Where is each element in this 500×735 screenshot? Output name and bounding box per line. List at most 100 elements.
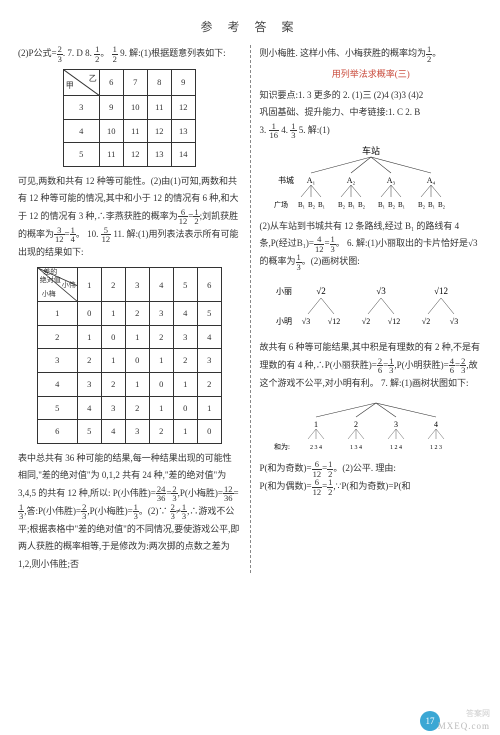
cell: 2 [125, 302, 149, 326]
cell: 1 [125, 373, 149, 397]
cell: 5 [197, 302, 221, 326]
right-para-1: 则小梅胜. 这样小伟、小梅获胜的概率均为12。 [260, 45, 483, 63]
tree-diagram-3: 1234 和为: 2 3 41 3 41 2 41 2 3 [266, 397, 476, 455]
cell: 7 [123, 70, 147, 96]
txt: ,P(小梅胜)= [87, 506, 132, 516]
cell: 12 [147, 119, 171, 143]
svg-text:B₂: B₂ [338, 201, 346, 209]
right-para-4: 3. 116 4. 13 5. 解:(1) [260, 122, 483, 140]
cell: 9 [99, 96, 123, 120]
cell: 3 [125, 420, 149, 444]
cell: 1 [149, 349, 173, 373]
cell: 13 [147, 143, 171, 167]
svg-text:B₁: B₁ [298, 201, 305, 209]
svg-text:A₂: A₂ [346, 176, 355, 185]
cell: 11 [147, 96, 171, 120]
fraction: 312 [54, 226, 65, 244]
svg-text:书城: 书城 [278, 175, 294, 185]
txt: (2)P公式= [18, 48, 57, 58]
cell: 5 [37, 396, 77, 420]
right-para-7: P(和为奇数)=612=12。(2)公平. 理由: P(和为偶数)=612=12… [260, 460, 483, 496]
txt: 则小梅胜. 这样小伟、小梅获胜的概率均为 [260, 48, 427, 58]
cell: 6 [99, 70, 123, 96]
cell: 8 [147, 70, 171, 96]
fraction: 612 [312, 478, 323, 496]
cell: 6 [37, 420, 77, 444]
txt: . 7. D 8. [63, 48, 94, 58]
cell: 5 [63, 143, 99, 167]
cell: 3 [101, 396, 125, 420]
svg-text:4: 4 [434, 420, 438, 429]
svg-text:A₁: A₁ [306, 176, 315, 185]
cell: 2 [149, 325, 173, 349]
cell: 4 [37, 373, 77, 397]
cell: 11 [123, 119, 147, 143]
cell: 2 [37, 325, 77, 349]
fraction: 116 [269, 122, 280, 140]
txt: 。 [100, 48, 111, 58]
cell: 2 [101, 373, 125, 397]
txt: 伟胜)= [130, 488, 156, 498]
cell: 9 [171, 70, 195, 96]
right-para-6: 故共有 6 种等可能结果,其中积是有理数的有 2 种,不是有理数的有 4 种,∴… [260, 339, 483, 392]
cell: 4 [173, 302, 197, 326]
svg-text:2: 2 [354, 420, 358, 429]
cell: 1 [173, 373, 197, 397]
svg-text:A₄: A₄ [426, 176, 435, 185]
right-para-3: 巩固基础、提升能力、中考链接:1. C 2. B [260, 104, 483, 122]
svg-text:1 3 4: 1 3 4 [350, 445, 362, 451]
svg-text:B₂: B₂ [438, 201, 446, 209]
svg-text:√2: √2 [316, 286, 325, 296]
svg-text:小明: 小明 [276, 317, 292, 326]
cell: 5 [173, 268, 197, 302]
svg-text:√3: √3 [376, 286, 386, 296]
cell: 3 [77, 373, 101, 397]
cell: 4 [101, 420, 125, 444]
cell: 3 [37, 349, 77, 373]
watermark-top: 答案网 [466, 708, 490, 719]
cell: 2 [101, 268, 125, 302]
cell: 11 [99, 143, 123, 167]
cell: 10 [123, 96, 147, 120]
svg-text:和为:: 和为: [274, 442, 290, 451]
cell: 3 [197, 349, 221, 373]
cell: 1 [77, 268, 101, 302]
txt: 。 10. [76, 229, 101, 239]
left-para-2: 可见,两数和共有 12 种等可能性。(2)由(1)可知,两数和共有 12 种等可… [18, 173, 241, 262]
svg-text:B₁: B₁ [378, 201, 385, 209]
cell: 5 [77, 420, 101, 444]
cell: 2 [173, 349, 197, 373]
watermark-bottom: MXEQ.com [438, 721, 490, 731]
txt: ,答:P(小伟胜)= [24, 506, 81, 516]
svg-text:1: 1 [314, 420, 318, 429]
svg-text:2 3 4: 2 3 4 [310, 445, 322, 451]
cell: 2 [77, 349, 101, 373]
cell: 0 [149, 373, 173, 397]
svg-text:√2: √2 [422, 317, 430, 326]
cell: 1 [37, 302, 77, 326]
txt: 4. [279, 125, 290, 135]
txt: 。(2)∵ [139, 506, 170, 516]
cell: 4 [197, 325, 221, 349]
cell: 2 [125, 396, 149, 420]
txt: ,P(小梅胜)= [178, 488, 223, 498]
svg-text:√2: √2 [362, 317, 370, 326]
cell: 4 [77, 396, 101, 420]
fraction: 1236 [223, 485, 234, 503]
svg-text:广场: 广场 [274, 200, 288, 209]
cell: 12 [171, 96, 195, 120]
two-column-layout: (2)P公式=23. 7. D 8. 12。 12 9. 解:(1)根据题意列表… [0, 45, 500, 573]
txt: 3. [260, 125, 269, 135]
cell: 1 [77, 325, 101, 349]
txt: ,P(小明获胜)= [394, 360, 448, 370]
cell: 3 [125, 268, 149, 302]
right-column: 则小梅胜. 这样小伟、小梅获胜的概率均为12。 用列举法求概率(三) 知识要点:… [260, 45, 483, 573]
svg-text:1 2 4: 1 2 4 [390, 445, 402, 451]
diag-header-3: 小伟 差的绝对值 小梅 [37, 268, 77, 302]
left-para-1: (2)P公式=23. 7. D 8. 12。 12 9. 解:(1)根据题意列表… [18, 45, 241, 63]
txt: 。(2)画树状图: [302, 256, 360, 266]
fraction: 512 [101, 226, 112, 244]
cell: 14 [171, 143, 195, 167]
cell: 2 [197, 373, 221, 397]
tree-diagram-2: 小丽 小明 √2√3√12 √3√12 √2√12 √2√3 [266, 276, 476, 334]
